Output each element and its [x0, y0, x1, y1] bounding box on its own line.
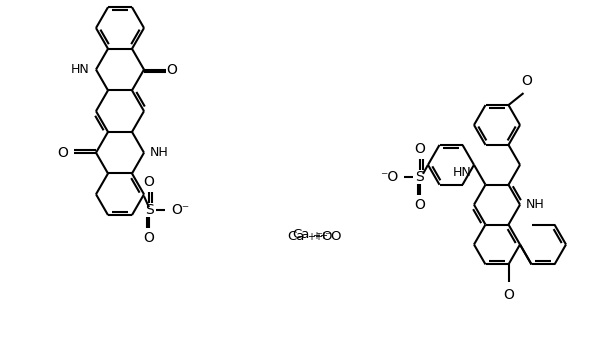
Text: ⁻O: ⁻O [380, 170, 398, 184]
Text: S: S [145, 203, 153, 217]
Text: HN: HN [71, 63, 90, 76]
Text: O: O [521, 74, 532, 88]
Text: O: O [503, 289, 514, 302]
Text: ++: ++ [312, 231, 328, 241]
Text: HN: HN [452, 166, 471, 179]
Text: O: O [144, 175, 155, 189]
Text: O: O [57, 146, 68, 160]
Text: O: O [167, 62, 177, 77]
Text: ++: ++ [307, 232, 323, 242]
Text: O⁻: O⁻ [171, 203, 189, 217]
Text: Ca: Ca [288, 231, 305, 244]
Text: S: S [415, 170, 425, 184]
Text: ⁻O: ⁻O [315, 231, 332, 244]
Text: O: O [144, 231, 155, 245]
Text: NH: NH [150, 146, 169, 159]
Text: NH: NH [526, 198, 545, 211]
Text: O: O [414, 198, 425, 212]
Text: O: O [414, 142, 425, 156]
Text: Ca: Ca [293, 228, 310, 241]
Text: ⁻O: ⁻O [324, 231, 342, 244]
